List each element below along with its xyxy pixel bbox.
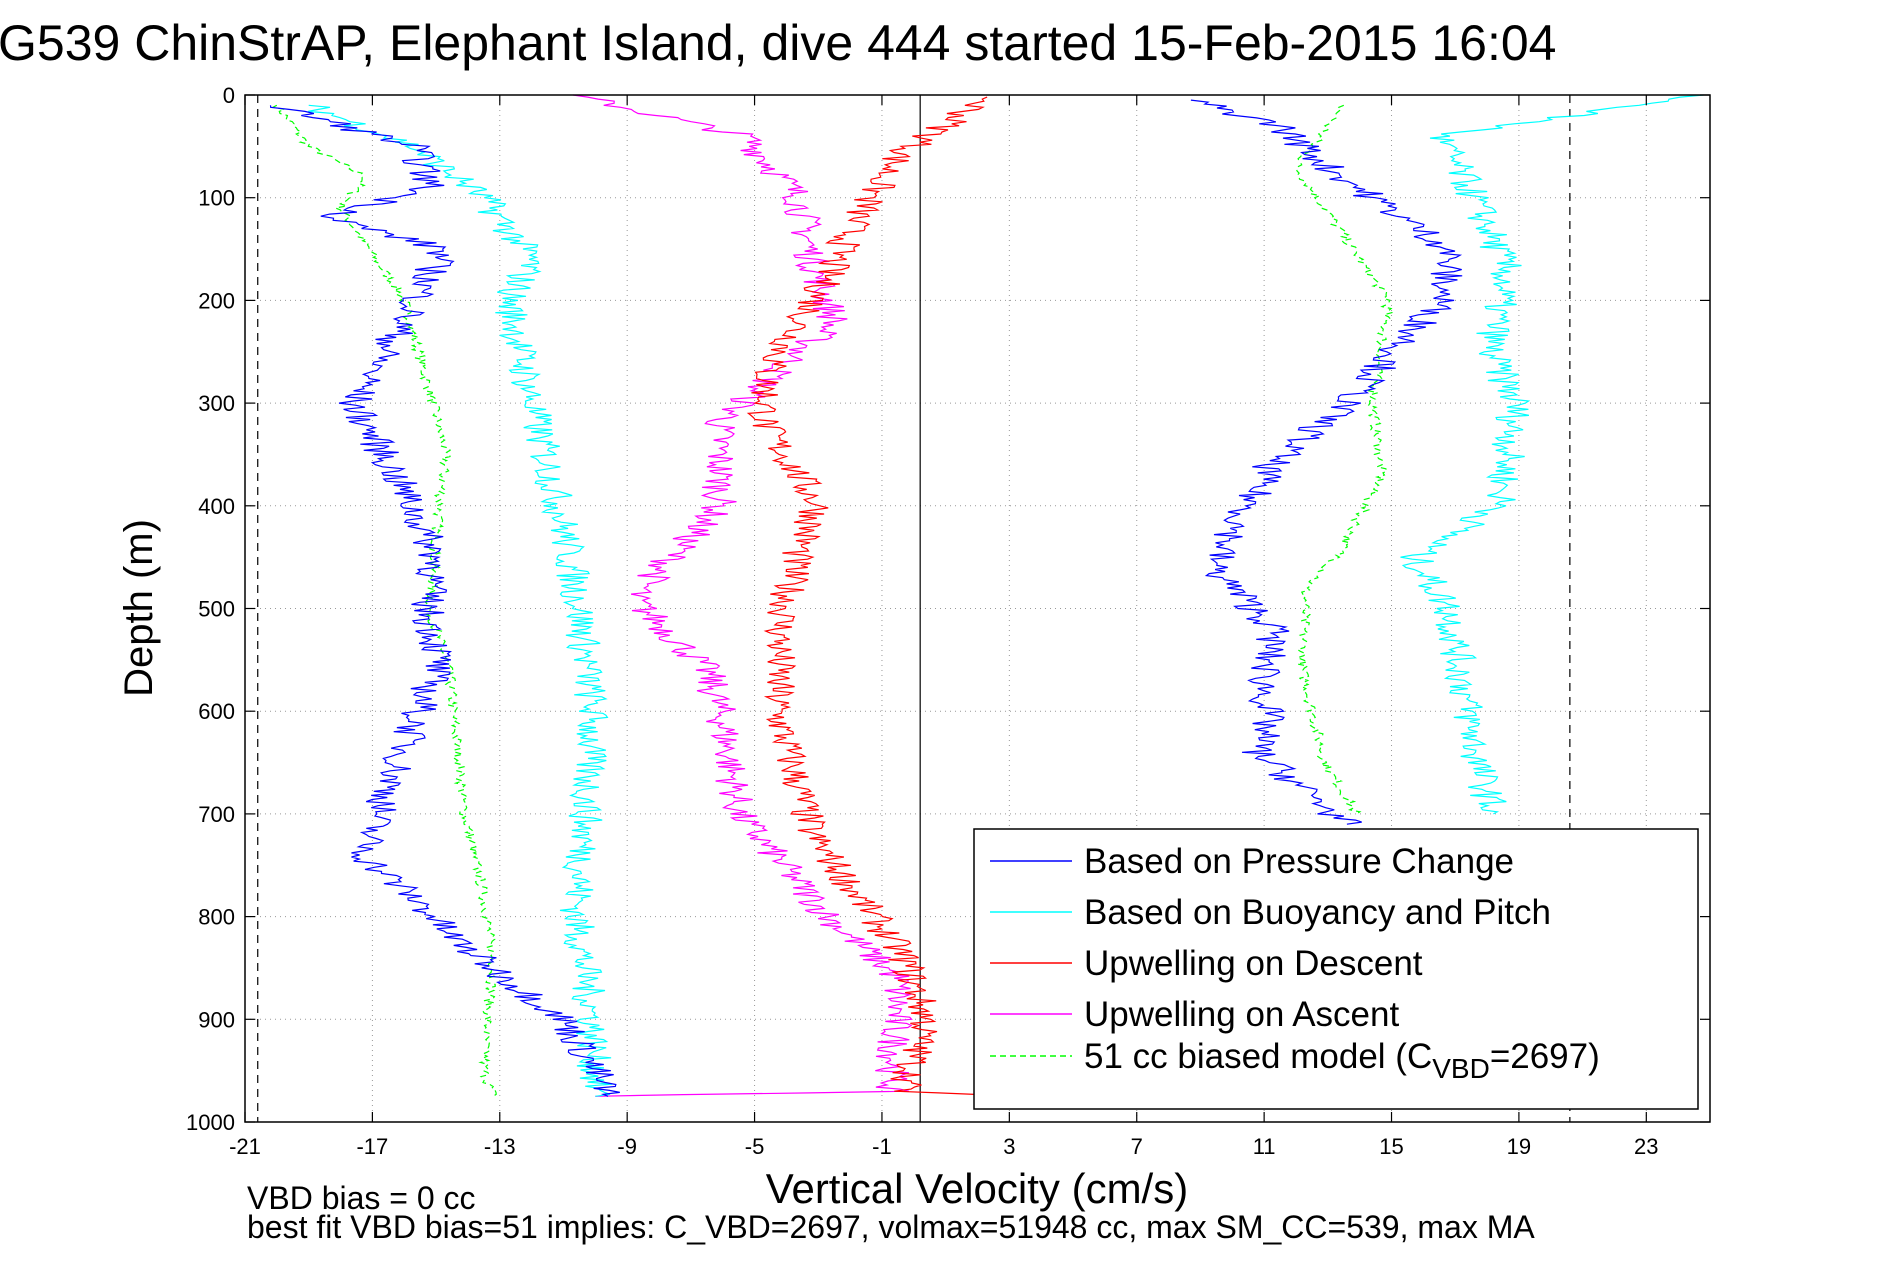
y-tick-label: 500 bbox=[198, 597, 235, 622]
series-1-profile-0 bbox=[308, 104, 613, 1097]
legend: Based on Pressure Change Based on Buoyanc… bbox=[973, 828, 1699, 1110]
annotation-vbd-bias: VBD bias = 0 cc bbox=[247, 1180, 476, 1216]
series-1-profile-1 bbox=[1400, 94, 1704, 815]
x-tick-label: -9 bbox=[617, 1134, 637, 1159]
x-tick-label: -17 bbox=[356, 1134, 388, 1159]
x-tick-label: -21 bbox=[229, 1134, 261, 1159]
y-tick-label: 100 bbox=[198, 186, 235, 211]
y-axis-label: Depth (m) bbox=[117, 519, 161, 697]
x-tick-label: 15 bbox=[1379, 1134, 1403, 1159]
series-0-profile-0 bbox=[269, 105, 620, 1097]
series-4-profile-1 bbox=[1295, 104, 1394, 815]
y-tick-label: 800 bbox=[198, 905, 235, 930]
legend-entry-1: Based on Buoyancy and Pitch bbox=[1084, 893, 1551, 932]
annotation-best-fit: best fit VBD bias=51 implies: C_VBD=2697… bbox=[247, 1209, 1535, 1245]
x-tick-label: 11 bbox=[1253, 1134, 1276, 1159]
series-layer bbox=[269, 94, 1704, 1097]
series-3-profile-0 bbox=[572, 94, 913, 1097]
x-tick-label: -13 bbox=[484, 1134, 516, 1159]
y-tick-label: 200 bbox=[198, 288, 235, 313]
legend-entry-2: Upwelling on Descent bbox=[1084, 944, 1423, 983]
x-tick-label: 19 bbox=[1507, 1134, 1531, 1159]
y-tick-label: 900 bbox=[198, 1007, 235, 1032]
series-2-profile-0 bbox=[746, 96, 1000, 1097]
x-tick-label: -1 bbox=[872, 1134, 892, 1159]
y-tick-label: 0 bbox=[223, 83, 235, 108]
y-tick-label: 300 bbox=[198, 391, 235, 416]
chart-title: G539 ChinStrAP, Elephant Island, dive 44… bbox=[0, 15, 1556, 71]
legend-entry-3: Upwelling on Ascent bbox=[1084, 995, 1399, 1034]
y-axis: 0 100 200 300 400 500 600 700 800 900 1000 bbox=[186, 83, 1710, 1135]
x-tick-label: 7 bbox=[1131, 1134, 1143, 1159]
series-0-profile-1 bbox=[1190, 99, 1463, 825]
x-tick-label: 23 bbox=[1634, 1134, 1658, 1159]
y-tick-label: 600 bbox=[198, 699, 235, 724]
x-axis-label: Vertical Velocity (cm/s) bbox=[766, 1165, 1188, 1212]
y-tick-label: 1000 bbox=[186, 1110, 235, 1135]
y-tick-label: 400 bbox=[198, 494, 235, 519]
legend-box bbox=[973, 828, 1699, 1110]
y-tick-label: 700 bbox=[198, 802, 235, 827]
x-tick-label: 3 bbox=[1003, 1134, 1015, 1159]
legend-entry-0: Based on Pressure Change bbox=[1084, 842, 1514, 881]
x-axis: -21 -17 -13 -9 -5 -1 3 7 11 15 19 23 bbox=[229, 95, 1659, 1159]
x-tick-label: -5 bbox=[745, 1134, 765, 1159]
